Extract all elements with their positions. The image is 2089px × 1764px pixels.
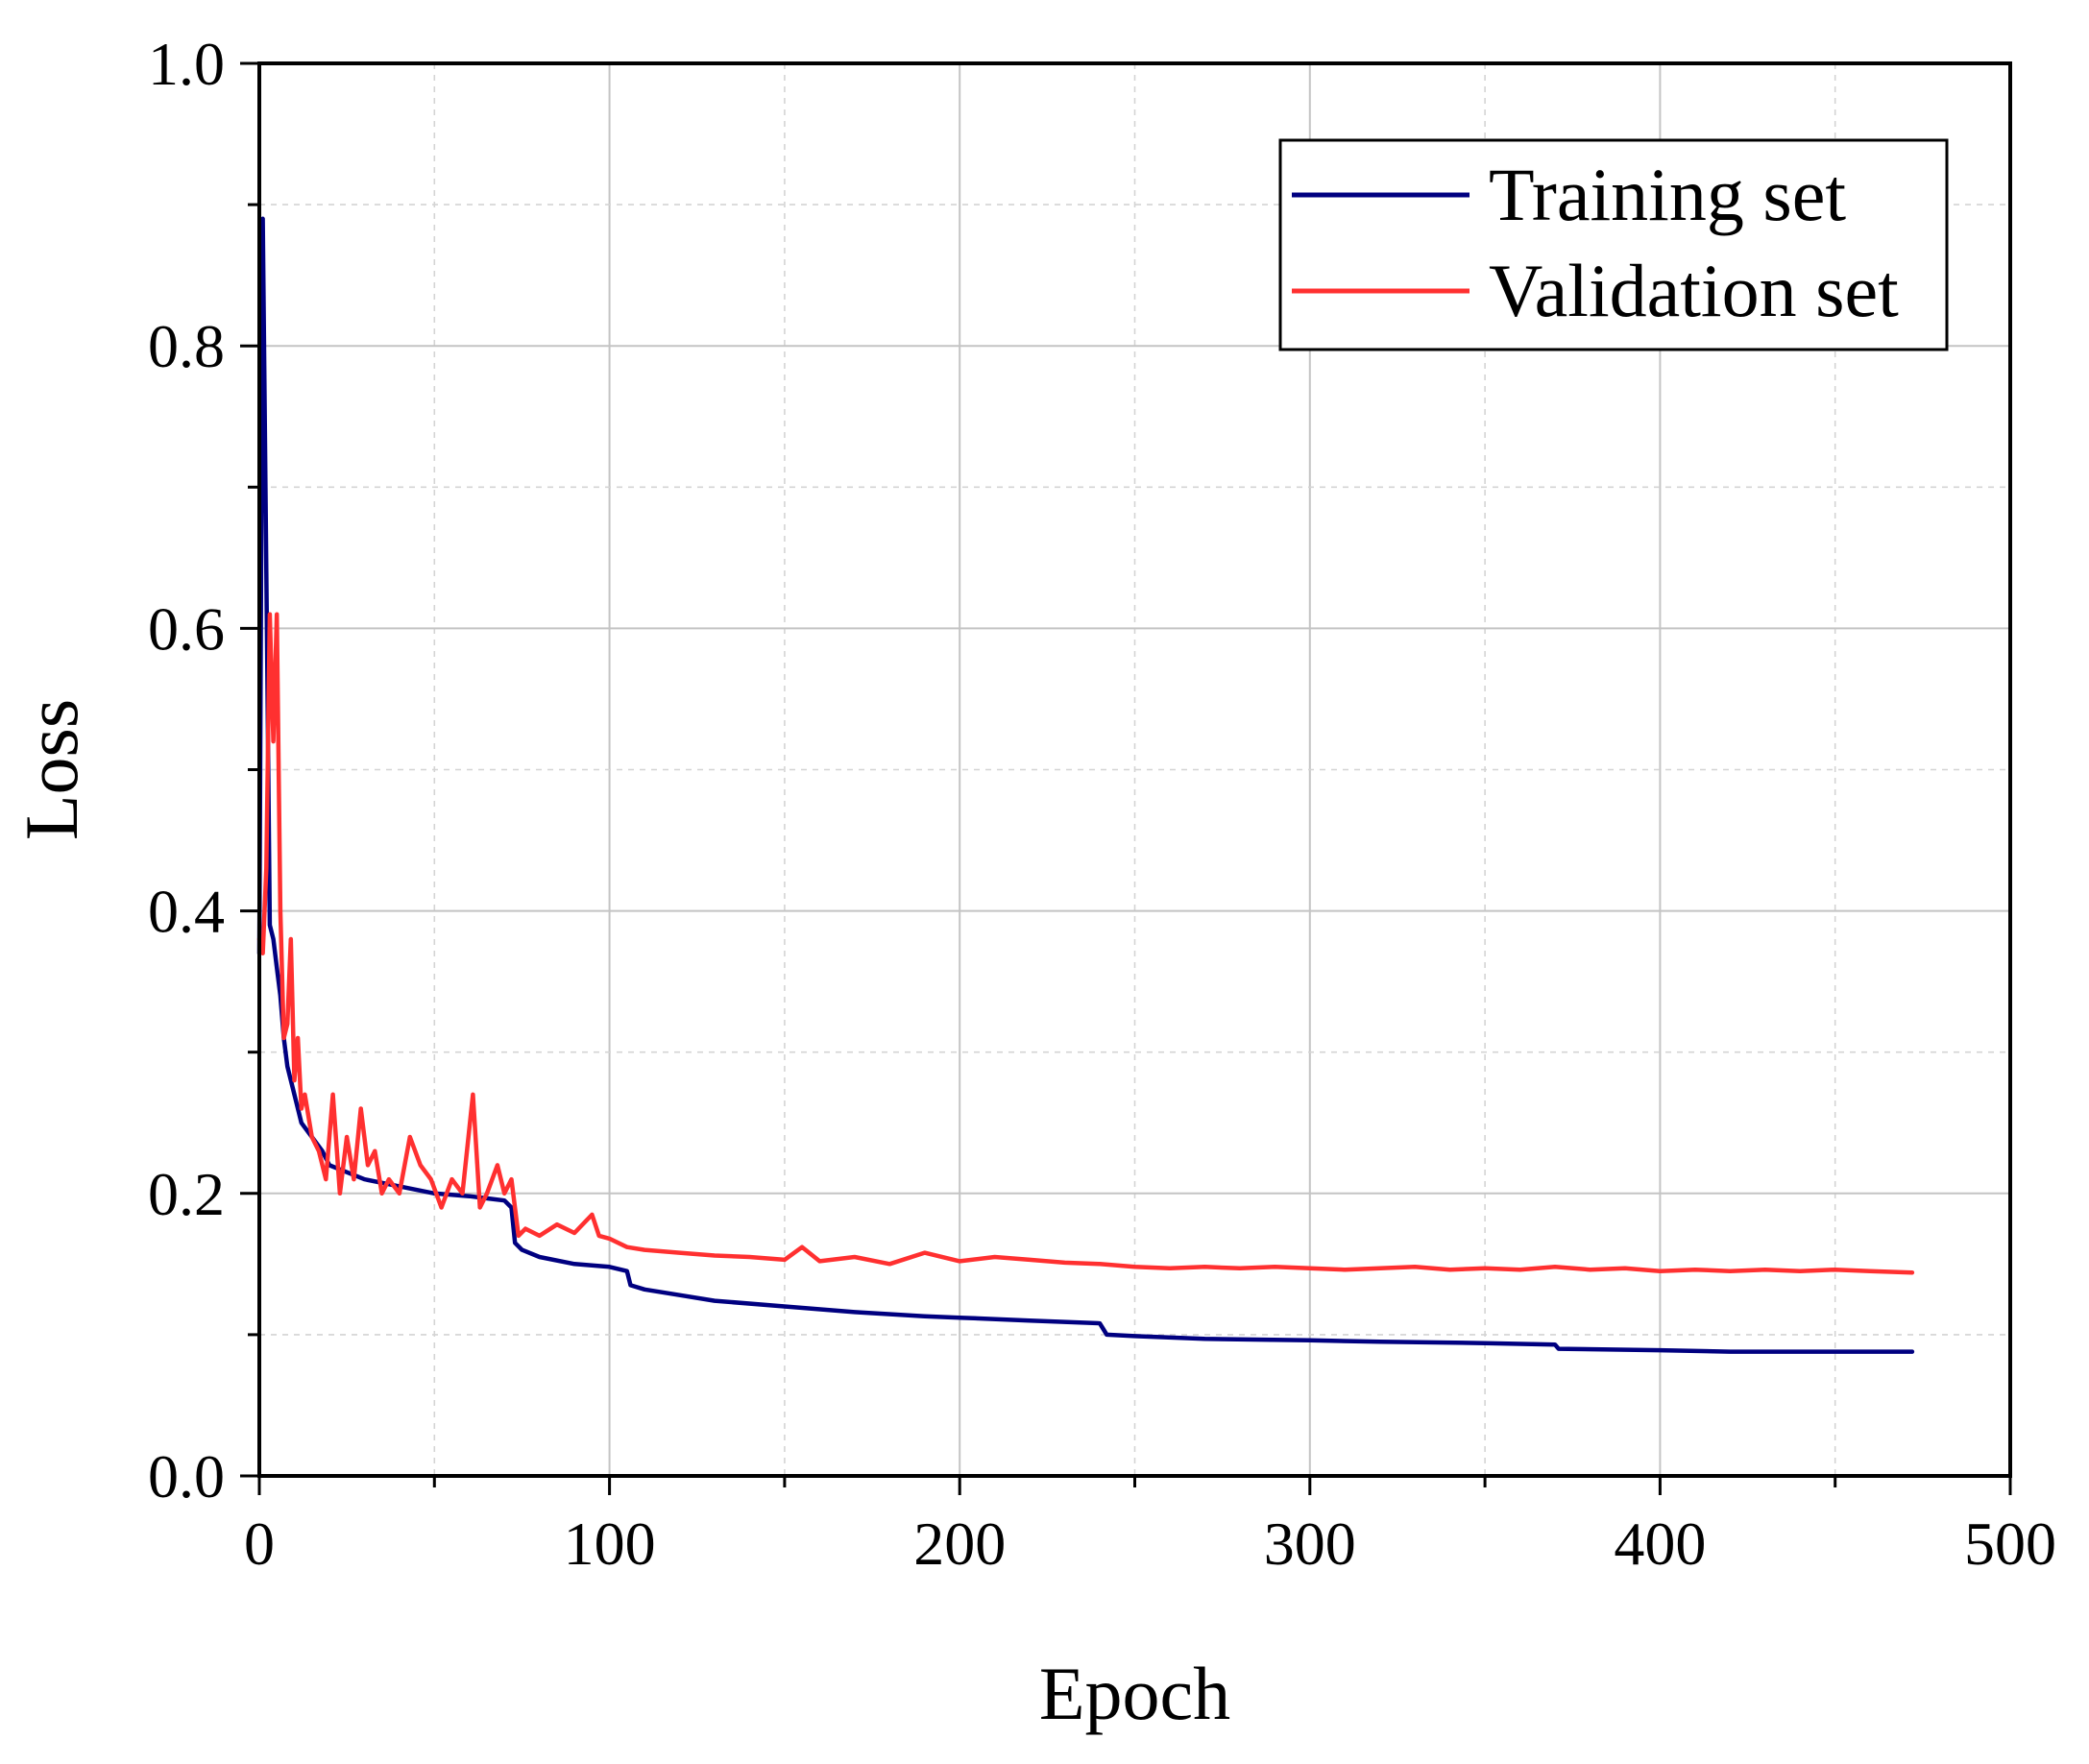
- y-tick-label: 0.2: [148, 1160, 225, 1228]
- x-tick-label: 500: [1964, 1510, 2056, 1578]
- x-axis-title: Epoch: [1039, 1652, 1230, 1735]
- y-tick-label: 0.0: [148, 1442, 225, 1510]
- legend: Training set Validation set: [1278, 138, 1949, 351]
- y-tick-label: 0.4: [148, 878, 225, 946]
- y-axis-title: Loss: [10, 699, 93, 840]
- y-tick-label: 0.6: [148, 594, 225, 663]
- x-tick-label: 300: [1264, 1510, 1356, 1578]
- y-tick-label: 0.8: [148, 312, 225, 380]
- series: [256, 216, 1915, 1354]
- x-tick-label: 400: [1614, 1510, 1706, 1578]
- x-tick-label: 0: [244, 1510, 275, 1578]
- series-line-validation: [256, 612, 1915, 1275]
- axis-ticks: 0 100 200 300 400 500 0.0 0.2 0.4 0.6 0.8 1.0: [148, 30, 2056, 1578]
- x-tick-label: 100: [564, 1510, 656, 1578]
- x-tick-label: 200: [913, 1510, 1006, 1578]
- legend-label-training: Training set: [1489, 153, 1846, 236]
- series-line-training: [256, 216, 1915, 1354]
- y-tick-label: 1.0: [148, 30, 225, 98]
- legend-label-validation: Validation set: [1489, 249, 1899, 332]
- legend-box: [1278, 138, 1949, 351]
